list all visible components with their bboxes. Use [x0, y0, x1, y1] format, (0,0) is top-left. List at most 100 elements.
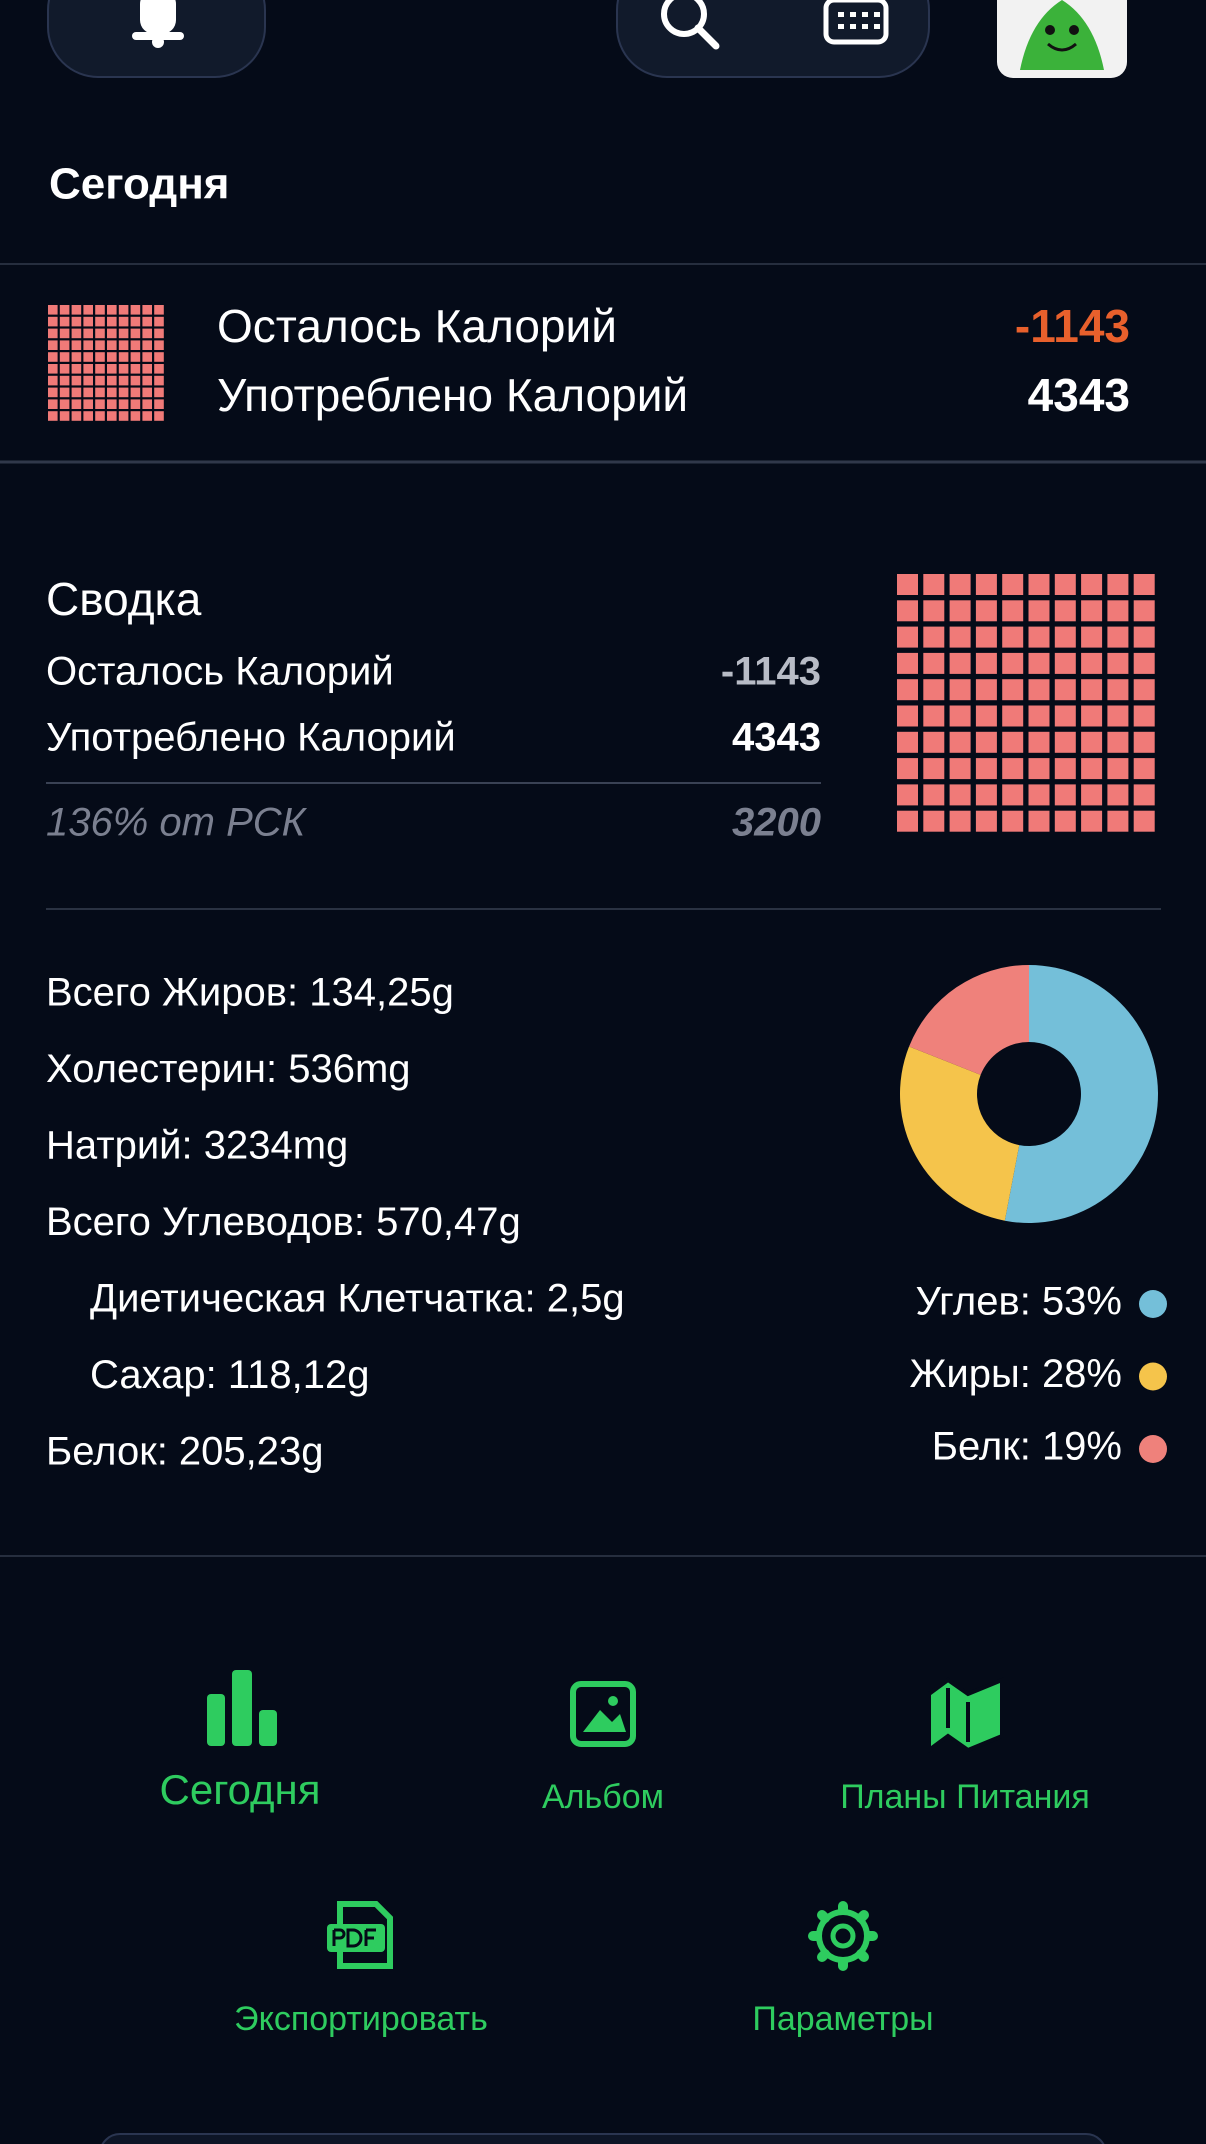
waffle-cell [923, 731, 945, 753]
waffle-cell [154, 364, 164, 374]
waffle-cell [1054, 731, 1076, 753]
legend-label: Жиры: 28% [909, 1352, 1122, 1396]
waffle-cell [1133, 705, 1155, 727]
waffle-cell [923, 574, 945, 595]
nav-label[interactable]: Планы Питания [840, 1778, 1090, 1816]
waffle-cell [949, 705, 971, 727]
waffle-cell [154, 352, 164, 362]
waffle-cell [897, 705, 918, 727]
summary-title: Сводка [46, 573, 202, 625]
waffle-cell [1081, 652, 1103, 674]
donut-segment [1004, 965, 1158, 1223]
waffle-cell [1054, 705, 1076, 727]
waffle-cell [48, 352, 58, 362]
waffle-cell [107, 316, 117, 327]
waffle-cell [154, 399, 164, 409]
nutrient: Сахар: 118,12g [90, 1353, 369, 1397]
nav-label[interactable]: Экспортировать [234, 2000, 488, 2038]
waffle-cell [1081, 810, 1103, 832]
waffle-cell [83, 352, 93, 362]
waffle-cell [154, 375, 164, 386]
waffle-cell [975, 731, 997, 753]
waffle-cell [1081, 758, 1103, 780]
waffle-cell [1054, 574, 1076, 595]
waffle-cell [95, 399, 105, 409]
waffle-cell [71, 411, 82, 421]
waffle-cell [1002, 758, 1024, 780]
waffle-cell [118, 387, 129, 398]
waffle-cell [48, 399, 58, 409]
waffle-cell [975, 626, 997, 648]
waffle-cell [923, 810, 945, 832]
waffle-cell [975, 784, 997, 806]
nav-label[interactable]: Сегодня [160, 1766, 321, 1813]
waffle-cell [1133, 784, 1155, 806]
waffle-cell [1133, 626, 1155, 648]
waffle-cell [118, 305, 129, 315]
waffle-icon [48, 305, 164, 421]
nutrient: Всего Жиров: 134,25g [46, 971, 454, 1015]
waffle-cell [154, 328, 164, 339]
nav-label[interactable]: Параметры [752, 2000, 933, 2038]
nutrient: Холестерин: 536mg [46, 1047, 411, 1091]
waffle-cell [59, 375, 70, 386]
waffle-cell [154, 316, 164, 327]
waffle-cell [59, 316, 70, 327]
waffle-cell [897, 652, 918, 674]
waffle-cell [897, 679, 918, 701]
waffle-cell [975, 705, 997, 727]
waffle-cell [48, 328, 58, 339]
waffle-cell [1081, 731, 1103, 753]
waffle-cell [107, 352, 117, 362]
waffle-cell [142, 305, 152, 315]
waffle-cell [1107, 574, 1129, 595]
waffle-cell [1002, 784, 1024, 806]
waffle-cell [83, 387, 93, 398]
legend-dot [1139, 1435, 1167, 1463]
row-label: Употреблено Калорий [46, 716, 456, 760]
nav-label[interactable]: Альбом [542, 1778, 664, 1816]
waffle-cell [83, 411, 93, 421]
waffle-cell [71, 316, 82, 327]
row-label: Осталось Калорий [46, 650, 394, 694]
waffle-cell [923, 600, 945, 622]
waffle-cell [1107, 784, 1129, 806]
waffle-cell [142, 316, 152, 327]
waffle-cell [59, 387, 70, 398]
waffle-cell [118, 316, 129, 327]
waffle-cell [71, 352, 82, 362]
search-calendar-button[interactable] [616, 0, 930, 78]
waffle-cell [107, 375, 117, 386]
waffle-cell [1054, 758, 1076, 780]
waffle-cell [1002, 705, 1024, 727]
waffle-cell [975, 574, 997, 595]
waffle-cell [1002, 731, 1024, 753]
section-title: Сегодня [49, 160, 229, 209]
waffle-cell [1028, 574, 1050, 595]
waffle-cell [107, 411, 117, 421]
waffle-cell [1028, 758, 1050, 780]
avatar[interactable] [997, 0, 1127, 78]
waffle-cell [949, 784, 971, 806]
waffle-cell [949, 600, 971, 622]
waffle-cell [48, 387, 58, 398]
waffle-cell [59, 328, 70, 339]
waffle-cell [1133, 758, 1155, 780]
waffle-cell [1107, 731, 1129, 753]
waffle-cell [71, 375, 82, 386]
footer-value: 3200 [732, 801, 821, 845]
waffle-cell [897, 600, 918, 622]
waffle-cell [130, 328, 141, 339]
waffle-cell [142, 352, 152, 362]
waffle-cell [1081, 600, 1103, 622]
waffle-cell [1002, 679, 1024, 701]
row-value: -1143 [1015, 300, 1130, 352]
waffle-cell [83, 375, 93, 386]
legend-label: Белк: 19% [932, 1425, 1122, 1469]
waffle-cell [897, 810, 918, 832]
waffle-cell [83, 340, 93, 350]
waffle-cell [949, 810, 971, 832]
bell-button[interactable] [47, 0, 266, 78]
waffle-cell [975, 652, 997, 674]
waffle-cell [1054, 810, 1076, 832]
